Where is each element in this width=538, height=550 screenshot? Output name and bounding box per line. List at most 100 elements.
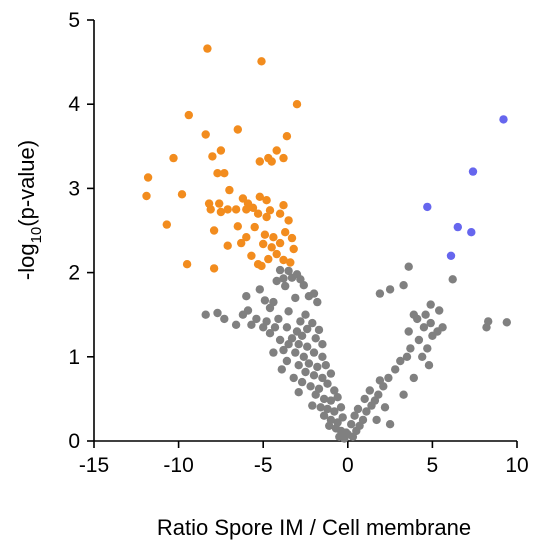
data-point	[309, 289, 319, 298]
data-point	[216, 146, 226, 155]
data-point	[201, 310, 210, 319]
data-point	[259, 239, 268, 249]
data-point	[414, 335, 424, 345]
data-point	[282, 356, 292, 366]
data-point	[423, 202, 432, 212]
data-point	[203, 44, 212, 53]
data-point	[323, 404, 332, 414]
data-points	[142, 44, 511, 443]
data-point	[404, 262, 413, 271]
data-point	[311, 334, 320, 343]
data-point	[265, 303, 275, 313]
data-point	[262, 196, 271, 205]
data-point	[143, 173, 153, 182]
data-point	[220, 169, 229, 178]
data-point	[306, 382, 315, 391]
data-point	[330, 407, 339, 416]
data-point	[269, 233, 278, 242]
x-tick-label: -15	[79, 454, 109, 477]
data-point	[325, 421, 334, 430]
data-point	[294, 340, 303, 349]
data-point	[275, 209, 285, 218]
data-point	[406, 344, 415, 353]
data-point	[208, 152, 217, 161]
data-point	[353, 404, 363, 414]
data-point	[330, 386, 339, 395]
tick-labels: -15 -10 -5 0 5 10 0 1 2 3 4 5	[68, 9, 528, 477]
x-axis-label: Ratio Spore IM / Cell membrane	[157, 515, 471, 540]
data-point	[297, 331, 307, 340]
x-tick-label: 0	[342, 454, 354, 477]
data-point	[262, 212, 271, 222]
data-point	[242, 233, 251, 242]
data-point	[467, 228, 476, 237]
data-point	[289, 244, 298, 254]
data-point	[279, 345, 288, 355]
data-point	[347, 420, 356, 429]
data-point	[250, 222, 259, 232]
data-point	[281, 228, 290, 237]
data-point	[259, 323, 268, 332]
data-point	[233, 222, 242, 231]
data-point	[257, 261, 266, 271]
data-point	[265, 206, 275, 215]
data-point	[421, 310, 430, 319]
data-point	[289, 373, 298, 383]
data-point	[260, 296, 270, 305]
data-point	[303, 324, 312, 334]
data-point	[182, 260, 192, 269]
data-point	[313, 362, 322, 372]
data-point	[484, 317, 493, 326]
data-point	[291, 348, 300, 357]
data-point	[453, 222, 462, 232]
data-point	[409, 373, 418, 383]
data-point	[142, 191, 151, 201]
data-point	[231, 320, 241, 329]
data-point	[419, 323, 429, 332]
data-point	[281, 281, 290, 291]
data-point	[396, 356, 405, 366]
data-point	[267, 243, 276, 252]
data-point	[499, 115, 508, 124]
data-point	[318, 352, 327, 361]
data-point	[237, 238, 246, 248]
data-point	[272, 276, 281, 286]
data-point	[409, 310, 418, 319]
data-point	[284, 307, 293, 316]
data-point	[233, 125, 242, 134]
data-point	[350, 411, 359, 420]
data-point	[294, 361, 303, 370]
data-point	[333, 393, 342, 402]
data-point	[308, 318, 317, 328]
x-tick-label: -10	[163, 454, 193, 477]
data-point	[255, 157, 264, 166]
x-tick-label: 10	[505, 454, 528, 477]
data-point	[438, 323, 447, 332]
y-tick-label: 5	[68, 9, 80, 32]
data-point	[385, 420, 395, 429]
data-point	[297, 377, 307, 387]
data-point	[255, 285, 264, 294]
data-point	[275, 265, 285, 275]
axes	[87, 19, 518, 448]
data-point	[502, 318, 511, 327]
data-point	[287, 233, 297, 243]
data-point	[242, 292, 251, 301]
y-tick-label: 0	[68, 430, 80, 453]
data-point	[291, 293, 300, 303]
data-point	[423, 344, 432, 353]
x-tick-label: -5	[254, 454, 273, 477]
data-point	[399, 390, 408, 399]
data-point	[260, 230, 270, 239]
data-point	[365, 386, 374, 395]
data-point	[309, 348, 319, 357]
data-point	[323, 379, 332, 388]
data-point	[404, 327, 413, 336]
data-point	[279, 255, 288, 265]
data-point	[385, 285, 395, 294]
data-point	[308, 401, 317, 410]
data-point	[402, 352, 412, 361]
data-point	[296, 317, 305, 326]
